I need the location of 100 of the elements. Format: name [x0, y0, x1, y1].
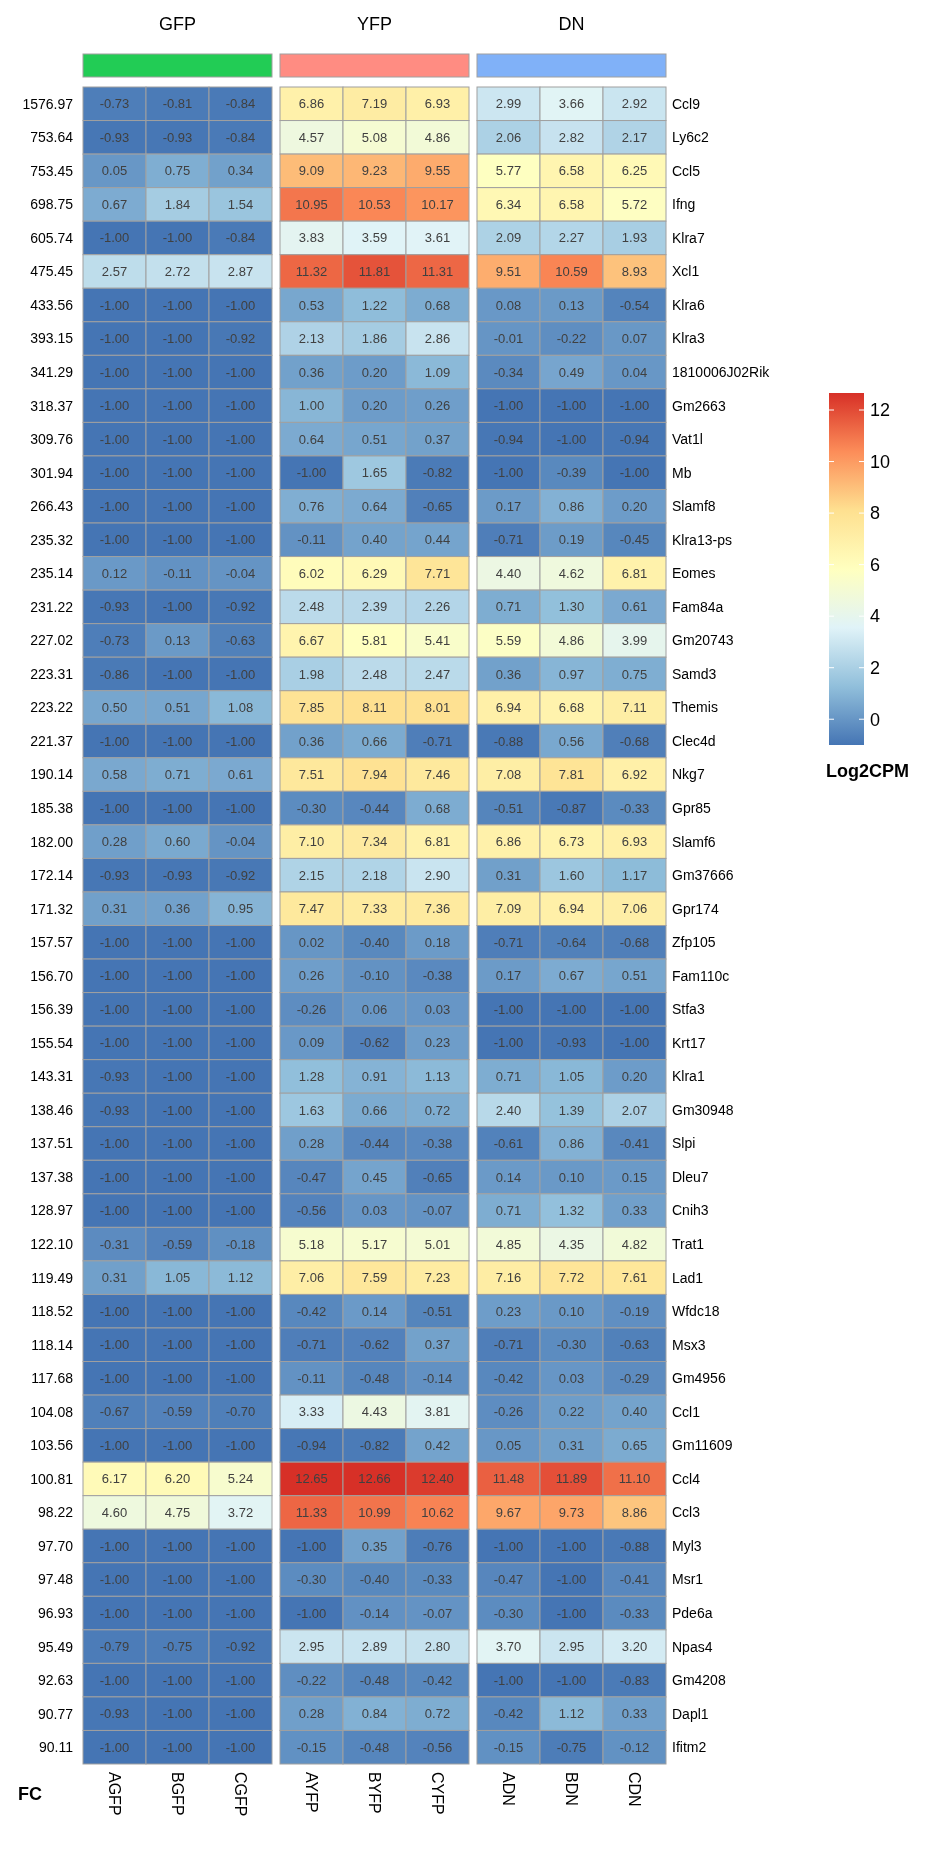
data-label: -0.10 — [359, 968, 390, 984]
data-label: -0.75 — [556, 1739, 587, 1755]
data-label: 1.12 — [227, 1270, 254, 1286]
data-label: 6.86 — [495, 834, 522, 850]
data-label: -1.00 — [99, 1739, 130, 1755]
data-label: 10.95 — [295, 196, 328, 212]
data-label: 0.56 — [558, 733, 585, 749]
data-label: 11.31 — [421, 264, 454, 280]
y-tick-label: 223.31 — [30, 665, 74, 682]
data-label: -1.00 — [99, 331, 130, 347]
data-label: 7.19 — [361, 96, 388, 112]
data-label: 6.58 — [558, 196, 585, 212]
data-label: -0.48 — [359, 1739, 390, 1755]
data-label: -0.04 — [225, 565, 256, 581]
data-label: 0.20 — [621, 1068, 648, 1084]
data-label: 0.60 — [164, 834, 191, 850]
data-label: -1.00 — [556, 1605, 587, 1621]
data-label: -0.41 — [619, 1572, 650, 1588]
data-label: -0.51 — [493, 800, 524, 816]
data-label: -0.93 — [556, 1035, 587, 1051]
y-tick-label: 1576.97 — [22, 95, 74, 112]
y-tick-label: Ifng — [672, 196, 696, 213]
data-label: -0.48 — [359, 1672, 390, 1688]
y-tick-label: Krt17 — [672, 1034, 706, 1051]
data-label: 0.76 — [298, 498, 325, 514]
data-label: -1.00 — [619, 398, 650, 414]
data-label: 12.66 — [358, 1471, 391, 1487]
data-label: 4.86 — [424, 129, 451, 145]
data-label: -1.00 — [225, 1203, 256, 1219]
data-label: -1.00 — [99, 1538, 130, 1554]
data-label: 0.26 — [424, 398, 451, 414]
data-label: -1.00 — [162, 1706, 193, 1722]
data-label: -1.00 — [493, 1035, 524, 1051]
data-label: 8.86 — [621, 1505, 648, 1520]
data-label: 2.80 — [424, 1639, 451, 1655]
data-label: -1.00 — [225, 532, 256, 548]
data-label: 9.51 — [495, 264, 522, 280]
y-tick-label: 223.22 — [30, 699, 74, 716]
y-tick-label: Eomes — [672, 565, 716, 582]
data-label: 0.10 — [558, 1303, 585, 1319]
data-label: -1.00 — [162, 331, 193, 347]
data-label: -1.00 — [225, 968, 256, 984]
data-label: -0.93 — [99, 1068, 130, 1084]
y-tick-label: Ccl1 — [672, 1403, 701, 1420]
data-label: 1.13 — [424, 1068, 451, 1084]
data-label: 0.15 — [621, 1169, 648, 1185]
data-label: 0.20 — [361, 364, 388, 380]
data-label: 1.05 — [164, 1270, 191, 1286]
y-tick-label: 92.63 — [37, 1672, 74, 1689]
data-label: -1.00 — [162, 1572, 193, 1588]
data-label: 0.03 — [558, 1370, 585, 1386]
data-label: 2.87 — [227, 264, 254, 280]
data-label: 5.59 — [495, 632, 522, 648]
data-label: 5.17 — [361, 1236, 388, 1252]
data-label: 6.02 — [298, 565, 325, 581]
data-label: 0.68 — [424, 800, 451, 816]
data-label: -1.00 — [225, 431, 256, 447]
data-label: -1.00 — [99, 1136, 130, 1152]
data-label: -1.00 — [556, 1001, 587, 1017]
x-tick-label: BYFP — [365, 1772, 383, 1814]
data-label: 0.03 — [424, 1001, 451, 1017]
data-label: -1.00 — [99, 1337, 130, 1353]
data-label: 0.22 — [558, 1404, 585, 1420]
data-label: -1.00 — [225, 1001, 256, 1017]
x-tick-label: ADN — [499, 1772, 517, 1806]
data-label: 0.71 — [495, 1203, 522, 1219]
y-tick-label: 605.74 — [30, 229, 74, 246]
data-label: -0.42 — [422, 1672, 453, 1688]
y-tick-label: 97.48 — [37, 1571, 74, 1588]
data-label: 0.84 — [361, 1706, 388, 1722]
data-label: -1.00 — [99, 1001, 130, 1017]
data-label: -0.42 — [493, 1706, 524, 1722]
data-label: 0.71 — [495, 599, 522, 615]
y-tick-label: 235.14 — [30, 565, 74, 582]
data-label: -1.00 — [99, 364, 130, 380]
data-label: -1.00 — [99, 431, 130, 447]
data-label: -1.00 — [99, 297, 130, 313]
data-label: 0.14 — [495, 1169, 522, 1185]
y-tick-label: 98.22 — [37, 1504, 74, 1521]
data-label: -1.00 — [225, 364, 256, 380]
data-label: 1.84 — [164, 196, 191, 212]
x-tick-label: AYFP — [302, 1772, 320, 1813]
data-label: -0.73 — [99, 632, 130, 648]
data-label: 7.94 — [361, 767, 388, 783]
y-tick-label: 103.56 — [30, 1437, 74, 1454]
data-label: -0.41 — [619, 1136, 650, 1152]
y-tick-label: 97.70 — [37, 1537, 74, 1554]
y-tick-label: 1810006J02Rik — [672, 363, 771, 380]
data-label: -0.59 — [162, 1236, 193, 1252]
data-label: -1.00 — [556, 431, 587, 447]
x-tick-label: BDN — [562, 1772, 580, 1806]
data-label: 7.81 — [558, 767, 585, 783]
data-label: -0.51 — [422, 1303, 453, 1319]
data-label: -0.86 — [99, 666, 130, 682]
data-label: -0.15 — [296, 1739, 327, 1755]
data-label: 0.53 — [298, 297, 325, 313]
data-label: 4.75 — [164, 1505, 191, 1520]
data-label: -0.44 — [359, 800, 390, 816]
y-tick-label: 104.08 — [30, 1403, 74, 1420]
y-tick-label: 171.32 — [30, 900, 74, 917]
